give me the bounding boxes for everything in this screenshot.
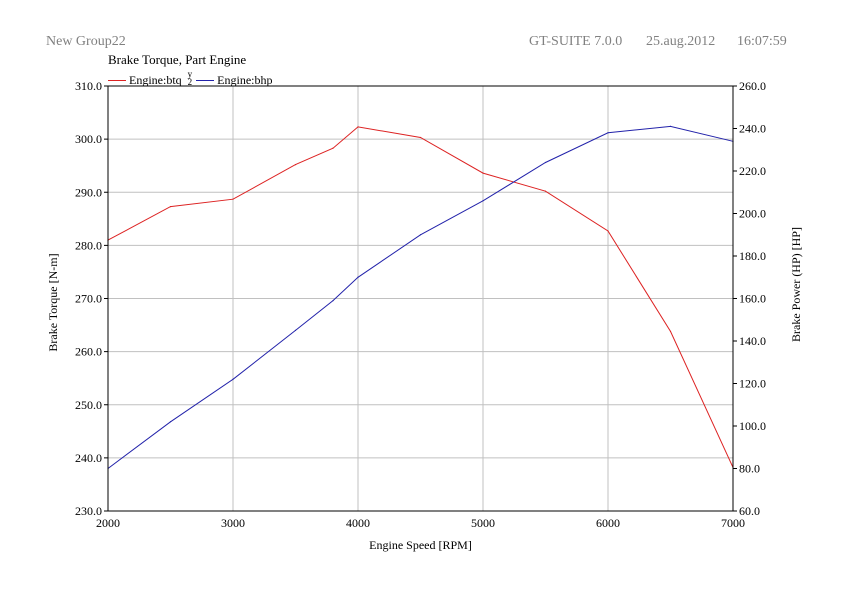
y2-tick-label-4: 140.0	[739, 334, 766, 348]
header-group-name: New Group22	[46, 34, 126, 49]
y-tick-label-1: 240.0	[75, 451, 102, 465]
x-tick-label-4: 6000	[596, 516, 620, 530]
chart-title: Brake Torque, Part Engine	[108, 52, 247, 67]
legend-swatch-btq	[108, 80, 126, 81]
x-tick-label-3: 5000	[471, 516, 495, 530]
series-1-point-9	[607, 132, 609, 134]
series-0-point-5	[357, 126, 359, 128]
y-axis-label: Brake Torque [N-m]	[46, 253, 60, 351]
series-0-point-4	[332, 147, 334, 149]
legend-item-bhp: Engine:bhp	[196, 73, 273, 88]
x-axis-label: Engine Speed [RPM]	[369, 538, 472, 552]
series-0-point-9	[607, 230, 609, 232]
y-tick-label-2: 250.0	[75, 398, 102, 412]
series-0-point-7	[482, 172, 484, 174]
series-line-0	[107, 126, 734, 468]
series-0-point-1	[169, 205, 172, 208]
y2-tick-label-6: 180.0	[739, 249, 766, 263]
x-tick-label-1: 3000	[221, 516, 245, 530]
x-tick-label-5: 7000	[721, 516, 745, 530]
header-time: 16:07:59	[737, 34, 787, 49]
header-app-version: GT-SUITE 7.0.0	[529, 34, 623, 49]
legend-label-bhp: Engine:bhp	[217, 73, 273, 87]
header-date: 25.aug.2012	[646, 34, 716, 49]
grid	[107, 85, 734, 512]
y-tick-label-3: 260.0	[75, 345, 102, 359]
series-1-point-1	[169, 421, 172, 423]
series-1-point-8	[544, 161, 547, 164]
y2-tick-label-7: 200.0	[739, 207, 766, 221]
series-0-point-2	[232, 198, 234, 200]
y2-axis-label: Brake Power (HP) [HP]	[789, 227, 803, 342]
y-tick-label-0: 230.0	[75, 504, 102, 518]
y-tick-label-6: 290.0	[75, 185, 102, 199]
series-0-point-6	[419, 136, 422, 139]
y2-tick-label-1: 80.0	[739, 462, 760, 476]
y-tick-label-8: 310.0	[75, 79, 102, 93]
series-1-point-10	[669, 125, 672, 127]
x-tick-label-0: 2000	[96, 516, 120, 530]
legend-swatch-bhp	[196, 80, 215, 81]
series-1-point-2	[232, 378, 234, 380]
series-1-point-4	[332, 300, 334, 302]
legend-label-btq: Engine:btq	[129, 73, 182, 87]
x-tick-label-2: 4000	[346, 516, 370, 530]
series-1-point-6	[419, 234, 422, 236]
y2-tick-label-8: 220.0	[739, 164, 766, 178]
y2-tick-label-0: 60.0	[739, 504, 760, 518]
y2-tick-label-9: 240.0	[739, 122, 766, 136]
y-tick-label-7: 300.0	[75, 132, 102, 146]
series-layer	[107, 125, 734, 470]
series-line-1	[107, 125, 734, 469]
series-0-point-3	[294, 164, 297, 166]
y2-tick-label-3: 120.0	[739, 377, 766, 391]
series-1-point-5	[357, 276, 359, 278]
series-1-point-7	[482, 200, 484, 202]
series-0	[107, 126, 734, 469]
y-tick-label-5: 280.0	[75, 238, 102, 252]
y2-tick-label-5: 160.0	[739, 292, 766, 306]
series-1	[107, 125, 734, 470]
series-1-point-3	[294, 329, 297, 331]
tick-labels: 2000 3000 4000 5000 6000 7000 230.0 240.0 250.0 2…	[75, 79, 766, 530]
series-0-point-8	[544, 190, 547, 192]
legend-item-btq: Engine:btq	[108, 73, 182, 88]
y-tick-label-4: 270.0	[75, 292, 102, 306]
series-0-point-10	[669, 330, 672, 333]
y2-tick-label-10: 260.0	[739, 79, 766, 93]
y2-tick-label-2: 100.0	[739, 419, 766, 433]
